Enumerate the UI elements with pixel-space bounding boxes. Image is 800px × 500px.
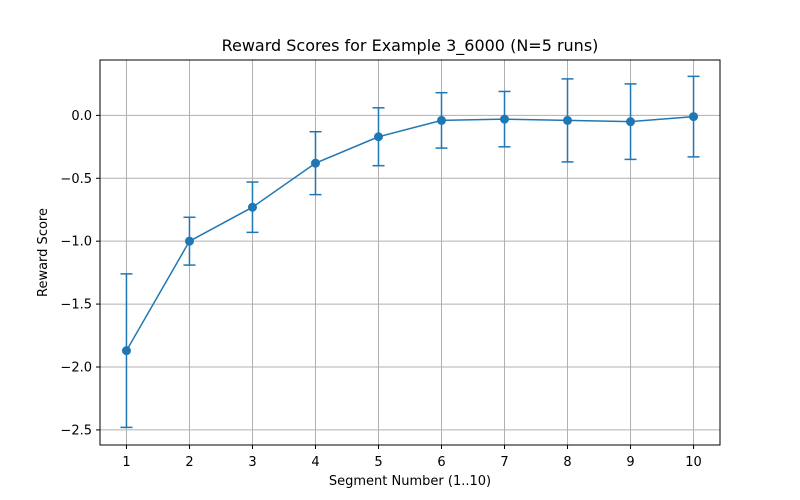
tick-layer: 1 2 3 4 5 6 7 8 9 10 −2.5 −2.0 −1.5 −1.0 −0.5 0.0 [60, 109, 701, 470]
y-tick-label: 0.0 [71, 109, 92, 124]
x-tick-label: 1 [122, 455, 130, 470]
y-tick-label: −1.5 [60, 298, 92, 313]
data-point [247, 202, 257, 212]
series-layer [120, 75, 700, 429]
y-tick-label: −1.0 [60, 235, 92, 250]
data-point [373, 132, 383, 142]
data-point [626, 117, 636, 127]
data-point [121, 346, 131, 356]
chart-title: Reward Scores for Example 3_6000 (N=5 ru… [222, 36, 599, 56]
x-tick-label: 6 [437, 455, 445, 470]
x-axis-label: Segment Number (1..10) [329, 474, 491, 489]
x-tick-label: 8 [563, 455, 571, 470]
x-tick-label: 5 [374, 455, 382, 470]
x-tick-label: 9 [626, 455, 634, 470]
plot-frame [99, 59, 721, 446]
y-axis-label: Reward Score [36, 208, 51, 297]
x-tick-label: 4 [311, 455, 319, 470]
data-point [563, 115, 573, 125]
y-tick-label: −0.5 [60, 172, 92, 187]
x-tick-label: 7 [500, 455, 508, 470]
series-line [125, 115, 694, 352]
x-tick-label: 2 [185, 455, 193, 470]
x-tick-label: 10 [685, 455, 702, 470]
data-point [184, 236, 194, 246]
grid-layer [100, 60, 720, 445]
data-point [689, 112, 699, 122]
data-point [310, 158, 320, 168]
data-point [500, 114, 510, 124]
x-tick-label: 3 [248, 455, 256, 470]
data-point [437, 115, 447, 125]
y-tick-label: −2.5 [60, 423, 92, 438]
y-tick-label: −2.0 [60, 360, 92, 375]
